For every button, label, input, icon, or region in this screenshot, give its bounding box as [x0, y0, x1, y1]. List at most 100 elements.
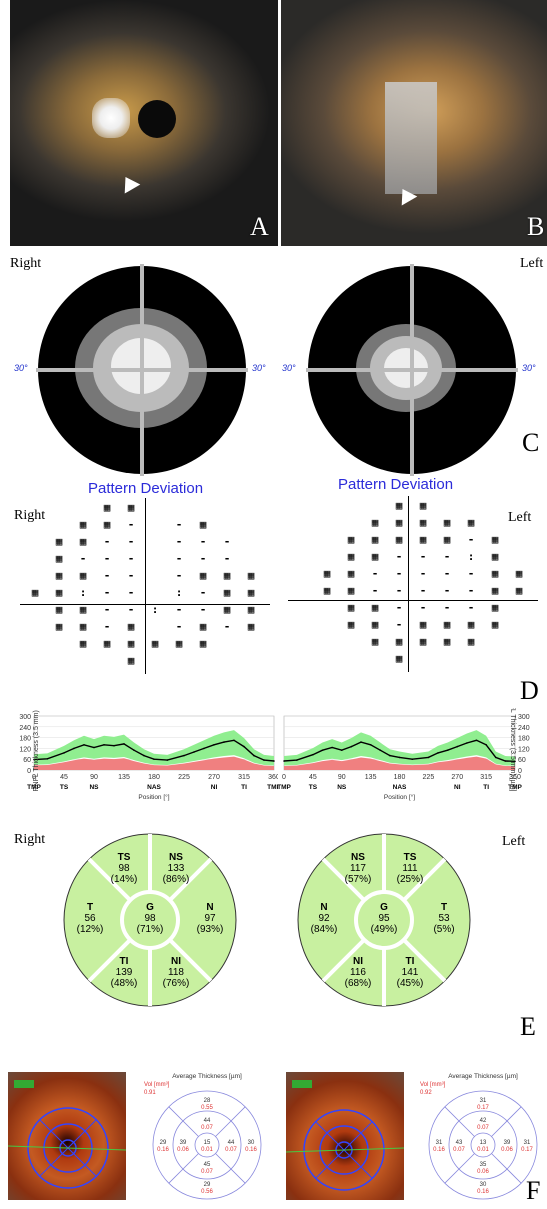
pd-cell: ▦ — [467, 635, 475, 648]
onh-sector-g: G98(71%) — [137, 902, 164, 935]
macula-title: Average Thickness [µm] — [448, 1073, 518, 1080]
rnfl-point — [213, 744, 215, 746]
pd-cell: - — [223, 535, 231, 548]
svg-text:G: G — [380, 902, 388, 913]
pd-cell: ▦ — [55, 620, 63, 633]
macula-bottom: 300.16 — [477, 1182, 489, 1195]
x-tick-label: 315 — [480, 774, 492, 781]
svg-text:98: 98 — [118, 863, 130, 874]
svg-text:0.17: 0.17 — [521, 1147, 533, 1153]
macula-inner-left: 390.06 — [177, 1140, 189, 1153]
svg-text:0.06: 0.06 — [501, 1147, 513, 1153]
y-tick-label: 60 — [23, 757, 31, 764]
rnfl-point — [273, 760, 275, 762]
rnfl-red-band — [34, 756, 274, 770]
x-tick-label: 135 — [365, 774, 377, 781]
pd-cell: ▦ — [347, 618, 355, 631]
x-tick-label: 225 — [178, 774, 190, 781]
svg-text:(14%): (14%) — [111, 874, 138, 885]
pd-cell: ▦ — [247, 586, 255, 599]
svg-text:(49%): (49%) — [371, 924, 398, 935]
x-axis-label: Position [°] — [138, 793, 169, 801]
pd-cell: - — [467, 533, 475, 546]
svg-text:44: 44 — [204, 1118, 211, 1124]
pd-cell: - — [175, 535, 183, 548]
pd-cell: - — [467, 567, 475, 580]
pd-cell: ▦ — [371, 618, 379, 631]
svg-text:(84%): (84%) — [311, 924, 338, 935]
rnfl-point — [312, 753, 314, 756]
x-tick-label: 360 — [509, 774, 521, 781]
y-tick-label: 240 — [19, 725, 31, 732]
arrowhead-icon — [117, 172, 141, 194]
pd-cell: ▦ — [79, 637, 87, 650]
pd-cell: : — [467, 550, 475, 563]
pd-cell: - — [175, 518, 183, 531]
macula-left: 290.16 — [157, 1140, 169, 1153]
svg-text:0.07: 0.07 — [477, 1125, 489, 1131]
left-label-d: Left — [508, 510, 532, 525]
pd-cell: ▦ — [199, 620, 207, 633]
onh-right: TS 98 (14%) NS 133 (86%) T 56 (12%) G 98 (71%) N 97 (9… — [60, 830, 240, 1010]
svg-text:56: 56 — [84, 913, 96, 924]
onh-center — [120, 890, 180, 950]
svg-text:35: 35 — [480, 1162, 487, 1168]
rnfl-point — [350, 745, 353, 748]
pd-cell: ▦ — [79, 569, 87, 582]
svg-text:NS: NS — [351, 852, 365, 863]
pd-cell: - — [395, 601, 403, 614]
pd-cell: ▦ — [371, 516, 379, 529]
svg-text:NS: NS — [169, 852, 183, 863]
x-axis-label: Position [°] — [384, 793, 415, 801]
pd-cell: ▦ — [371, 635, 379, 648]
rnfl-point — [389, 754, 391, 757]
macula-top: 280.55 — [201, 1098, 213, 1111]
panel-label-a: A — [250, 212, 269, 241]
pd-cell: - — [467, 601, 475, 614]
pd-cell: - — [175, 569, 183, 582]
rnfl-point — [143, 754, 145, 757]
pd-cell: - — [419, 550, 427, 563]
svg-text:39: 39 — [504, 1140, 511, 1146]
pd-cell: ▦ — [347, 584, 355, 597]
pd-cell: - — [79, 552, 87, 565]
rnfl-point — [321, 749, 324, 751]
rnfl-point — [123, 743, 125, 745]
y-tick-label: 180 — [518, 736, 530, 743]
photo-b: B — [281, 0, 547, 246]
pd-cell: ▦ — [103, 637, 111, 650]
svg-text:0.55: 0.55 — [201, 1105, 213, 1111]
svg-text:133: 133 — [168, 863, 185, 874]
macula-inner-top: 440.07 — [201, 1118, 213, 1131]
onh-left: NS 117 (57%) TS 111 (25%) N 92 (84%) G 95 (49%) T 53(… — [294, 830, 474, 1010]
onh-sector-g: G95(49%) — [371, 902, 398, 935]
pd-cell: - — [127, 535, 135, 548]
pd-cell: ▦ — [395, 499, 403, 512]
x-tick-label: 90 — [338, 774, 346, 781]
pd-cell: ▦ — [419, 635, 427, 648]
rnfl-red-band — [284, 756, 515, 770]
macula-bottom: 290.56 — [201, 1182, 213, 1195]
svg-text:42: 42 — [480, 1118, 487, 1124]
svg-text:G: G — [146, 902, 154, 913]
visual-field-right — [36, 264, 248, 476]
pd-cell: ▦ — [395, 516, 403, 529]
pd-cell: ▦ — [79, 603, 87, 616]
svg-text:0.06: 0.06 — [177, 1147, 189, 1153]
vol-label: Vol [mm³] — [144, 1082, 170, 1088]
pd-cell: ▦ — [199, 569, 207, 582]
svg-text:39: 39 — [180, 1140, 187, 1146]
pd-cell: - — [419, 584, 427, 597]
rnfl-point — [340, 749, 343, 751]
pd-cell: - — [443, 550, 451, 563]
rnfl-point — [296, 759, 298, 761]
rnfl-point — [331, 746, 333, 749]
sector-label: TS — [60, 784, 69, 791]
vol-label: Vol [mm³] — [420, 1082, 446, 1088]
macula-scan-left — [285, 1072, 405, 1200]
